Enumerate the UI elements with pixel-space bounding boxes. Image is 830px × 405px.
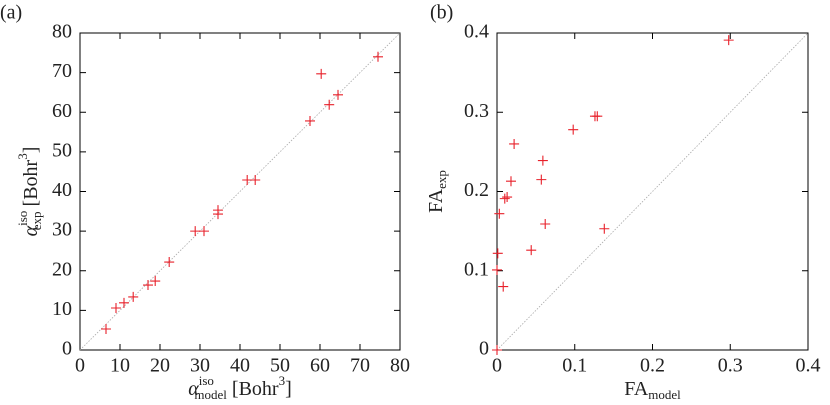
- point: [502, 192, 513, 203]
- x-tick-label: 0: [492, 355, 502, 377]
- label-sub: model: [194, 387, 227, 402]
- label-base: FA: [624, 378, 649, 400]
- y-tick-label: 0.3: [464, 100, 489, 122]
- y-tick-label: 0: [62, 338, 72, 360]
- point: [111, 302, 121, 313]
- x-tick-label: 0: [75, 355, 85, 377]
- label-sub: model: [648, 387, 681, 402]
- x-tick-label: 80: [390, 355, 410, 377]
- point: [316, 68, 327, 79]
- axis-label: αisoexp [Bohr3]: [15, 147, 44, 237]
- point: [526, 245, 537, 256]
- y-tick-label: 50: [52, 139, 72, 161]
- panel-label: (a): [0, 2, 22, 24]
- point: [119, 297, 129, 308]
- label-sub: exp: [434, 170, 449, 189]
- point: [540, 218, 551, 229]
- panel-label: (b): [430, 2, 453, 24]
- x-tick-label: 50: [270, 355, 290, 377]
- point: [499, 193, 510, 204]
- point: [498, 281, 509, 292]
- y-tick-label: 60: [52, 100, 72, 122]
- x-tick-label: 30: [190, 355, 210, 377]
- axis-label: FAmodel: [624, 378, 681, 402]
- y-tick-label: 40: [52, 179, 72, 201]
- label-unit-sup: 3: [15, 153, 30, 160]
- axis-label: FAexp: [425, 170, 449, 213]
- x-tick-label: 0.3: [718, 355, 743, 377]
- y-tick-label: 70: [52, 60, 72, 82]
- point: [537, 155, 548, 166]
- point: [492, 248, 503, 259]
- y-tick-label: 80: [52, 21, 72, 43]
- point: [723, 35, 734, 46]
- point: [333, 89, 343, 100]
- point: [324, 99, 335, 110]
- x-tick-label: 40: [230, 355, 250, 377]
- y-tick-label: 30: [52, 219, 72, 241]
- point: [128, 291, 139, 302]
- point: [509, 138, 520, 149]
- label-unit: [Bohr: [232, 378, 279, 400]
- label-unit-end: ]: [20, 147, 42, 154]
- point: [213, 205, 223, 216]
- y-tick-label: 10: [52, 298, 72, 320]
- point: [150, 276, 161, 287]
- point: [536, 174, 547, 185]
- x-tick-label: 70: [350, 355, 370, 377]
- label-unit-end: ]: [285, 378, 292, 400]
- point: [599, 223, 610, 234]
- y-tick-label: 0.1: [464, 258, 489, 280]
- label-sup: iso: [15, 211, 30, 226]
- point: [305, 115, 315, 126]
- point: [164, 257, 175, 268]
- y-tick-label: 0: [479, 338, 489, 360]
- label-base: FA: [425, 188, 447, 213]
- label-unit: [Bohr: [20, 159, 42, 206]
- point: [568, 124, 579, 135]
- diagonal: [496, 32, 809, 351]
- point: [592, 111, 603, 122]
- x-tick-label: 10: [110, 355, 130, 377]
- point: [101, 323, 111, 334]
- label-base: α: [20, 225, 42, 236]
- label-base: α: [188, 378, 199, 400]
- point: [492, 264, 502, 275]
- point: [505, 176, 516, 187]
- x-tick-label: 0.2: [640, 355, 665, 377]
- point: [373, 51, 383, 62]
- point: [190, 226, 201, 237]
- label-sub: exp: [29, 211, 44, 230]
- point: [199, 226, 209, 237]
- point: [494, 208, 505, 219]
- y-tick-label: 0.4: [464, 21, 489, 43]
- axis-label: αiso model [Bohr3]: [188, 373, 292, 402]
- y-tick-label: 20: [52, 258, 72, 280]
- label-sup: iso: [199, 373, 214, 388]
- point: [143, 280, 153, 291]
- x-tick-label: 0.4: [796, 355, 821, 377]
- point: [492, 345, 502, 355]
- label-unit-sup: 3: [279, 373, 286, 388]
- point: [250, 175, 261, 186]
- x-tick-label: 60: [310, 355, 330, 377]
- y-tick-label: 0.2: [464, 179, 489, 201]
- x-tick-label: 0.1: [562, 355, 587, 377]
- x-tick-label: 20: [150, 355, 170, 377]
